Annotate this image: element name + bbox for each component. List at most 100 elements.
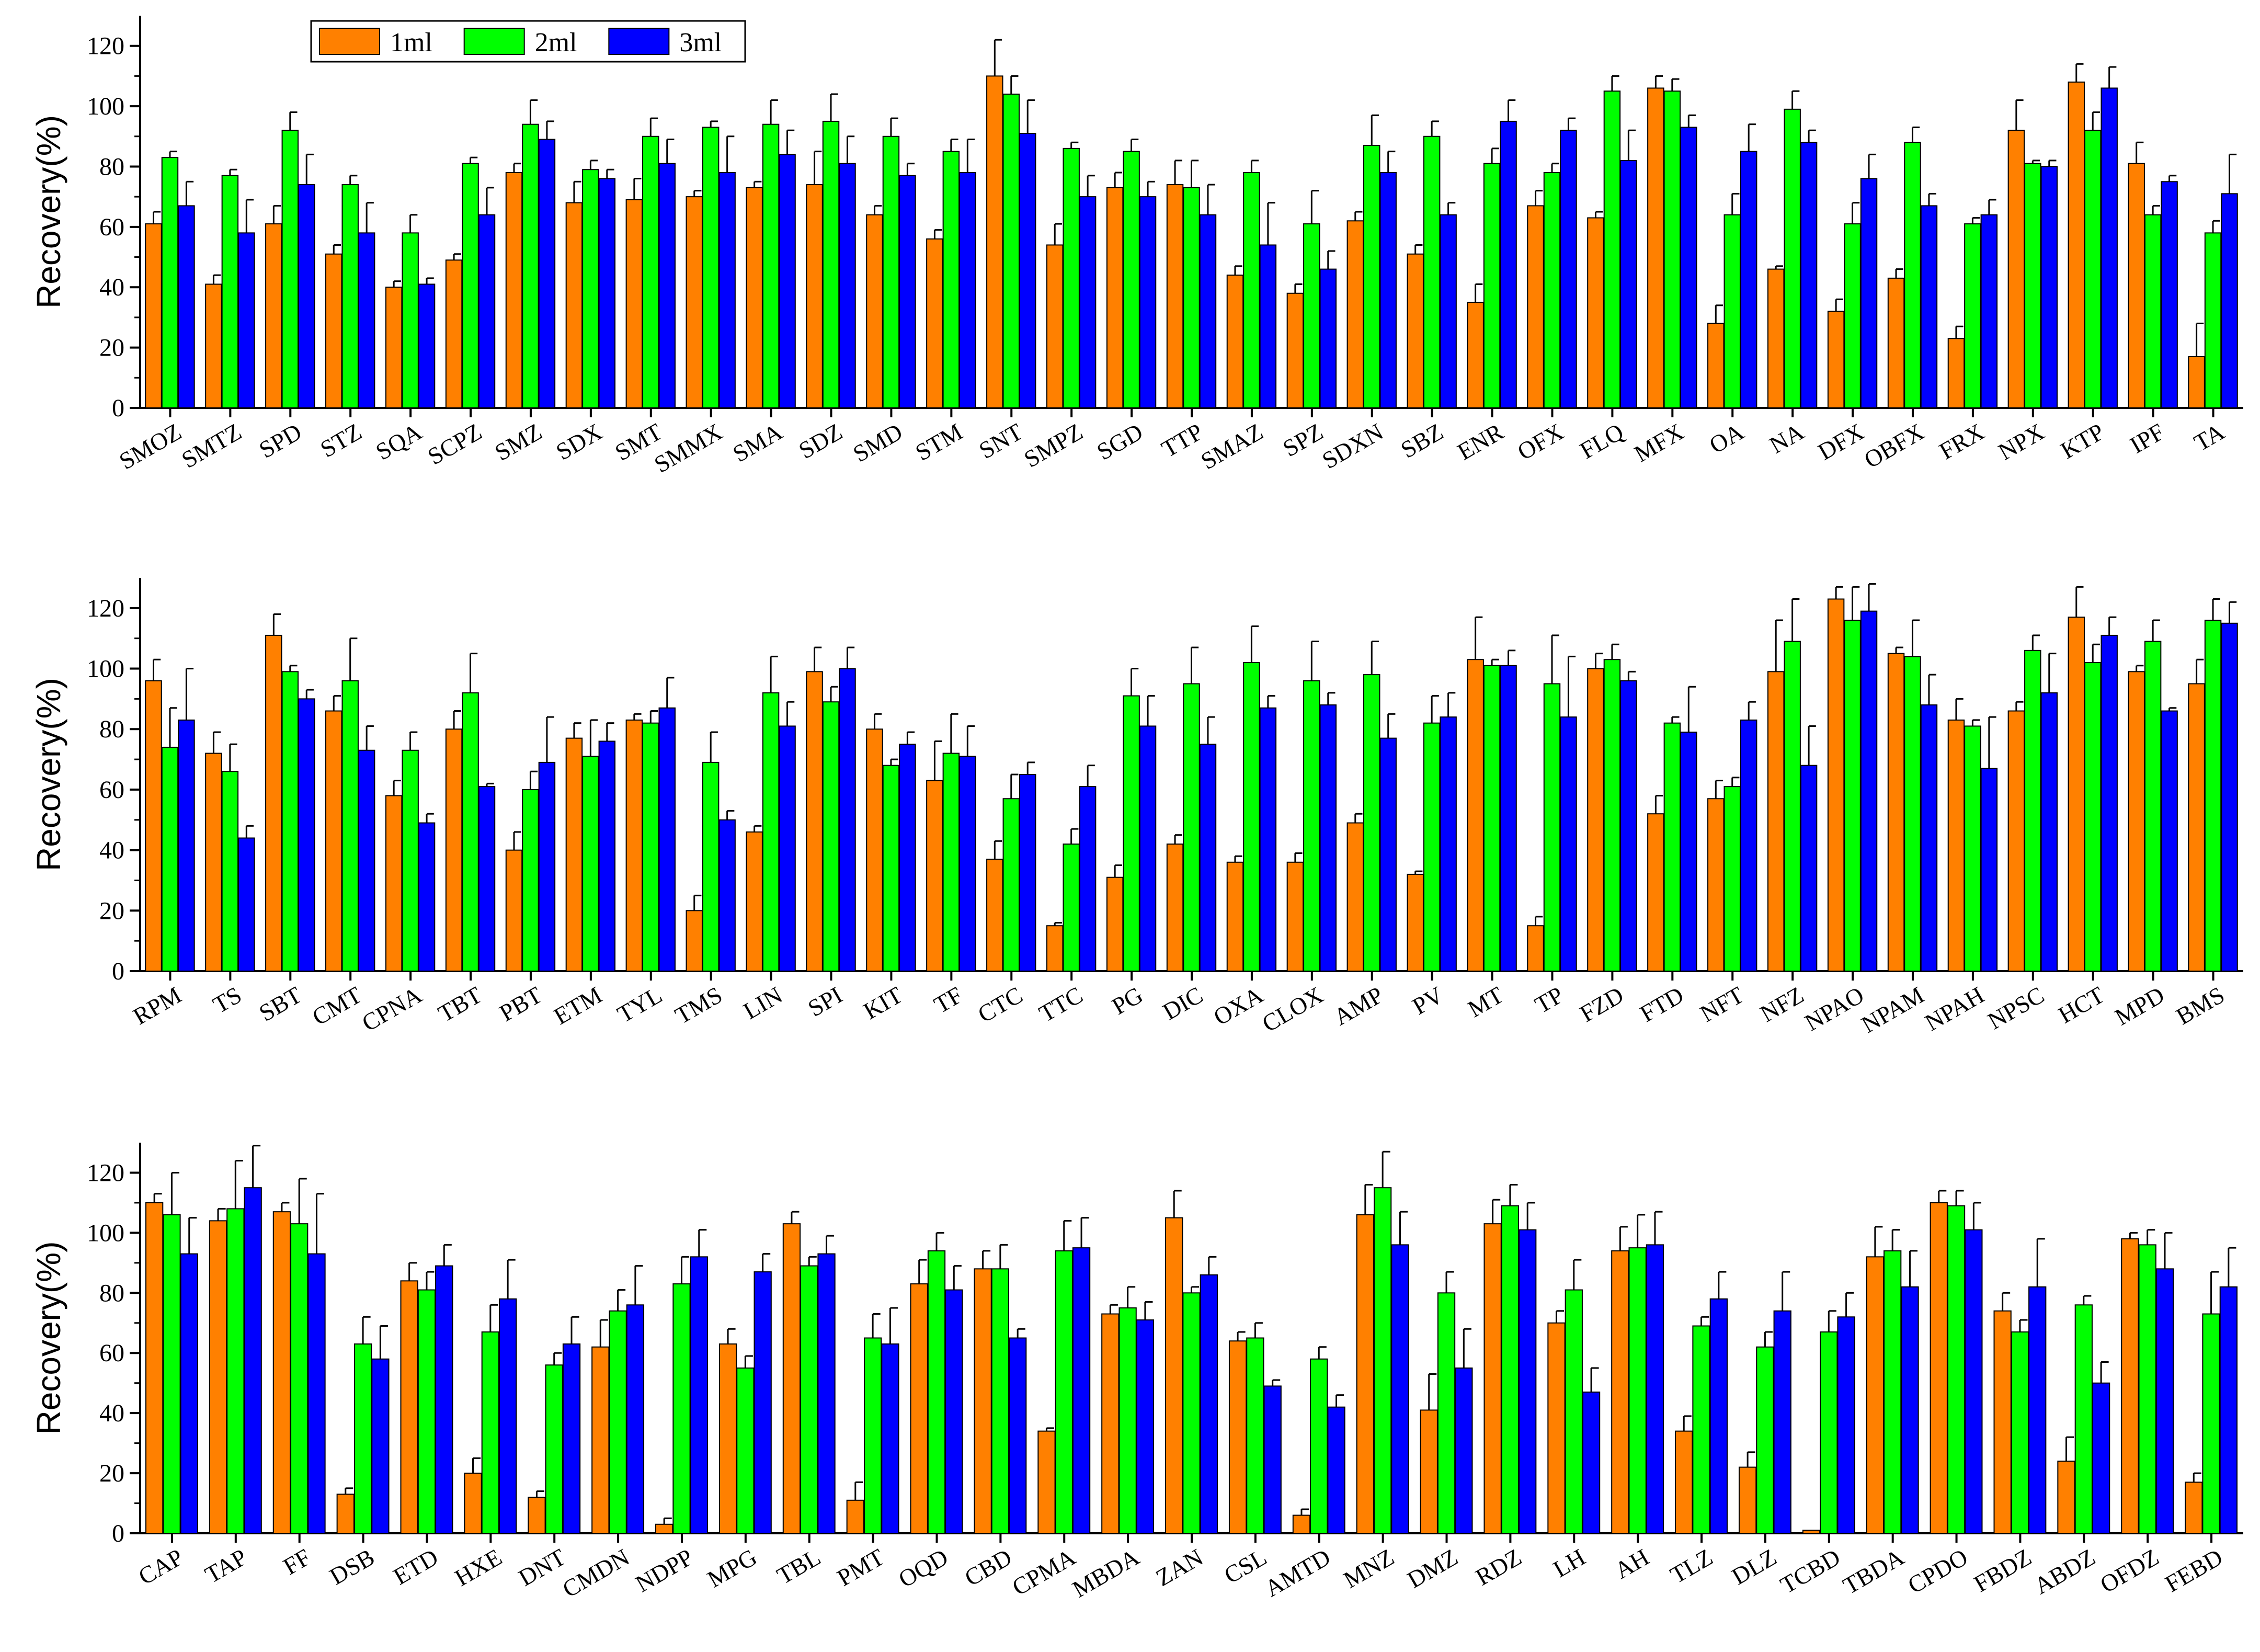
- y-tick-label: 0: [112, 1520, 124, 1547]
- x-tick-label: SNT: [974, 418, 1027, 464]
- bar-2ml: [163, 1214, 181, 1534]
- bar-2ml: [281, 130, 299, 408]
- bar-2ml: [462, 163, 479, 408]
- bar-2ml: [221, 175, 239, 408]
- bar-1ml: [1707, 798, 1725, 972]
- bar-3ml: [1620, 159, 1637, 408]
- y-tick-label: 120: [87, 595, 124, 622]
- bar-2ml: [1423, 135, 1441, 408]
- bar-3ml: [2040, 166, 2058, 408]
- bar-3ml: [435, 1265, 453, 1534]
- x-tick-label: CMDN: [558, 1543, 634, 1602]
- bar-1ml: [505, 172, 523, 408]
- bar-1ml: [1947, 719, 1965, 972]
- x-tick-label: PG: [1108, 981, 1147, 1020]
- bar-2ml: [1063, 844, 1080, 972]
- x-tick-label: MPG: [703, 1543, 761, 1592]
- bar-3ml: [1263, 1385, 1282, 1534]
- x-tick-label: DFX: [1813, 418, 1868, 465]
- bar-3ml: [1440, 716, 1457, 972]
- bar-1ml: [336, 1494, 355, 1534]
- bar-1ml: [325, 710, 343, 972]
- x-tick-label: NPAH: [1921, 981, 1989, 1036]
- bar-2ml: [942, 753, 960, 972]
- bar-3ml: [839, 668, 856, 972]
- bar-1ml: [1647, 813, 1664, 972]
- bar-2ml: [1363, 674, 1380, 972]
- bar-2ml: [481, 1331, 499, 1534]
- bar-2ml: [1246, 1337, 1264, 1534]
- bar-3ml: [178, 719, 195, 972]
- bar-3ml: [817, 1253, 836, 1534]
- x-tick-label: ENR: [1453, 418, 1508, 465]
- x-tick-label: HXE: [450, 1543, 506, 1591]
- x-tick-label: LIN: [739, 981, 787, 1024]
- bar-1ml: [1887, 653, 1905, 972]
- x-tick-label: NPAM: [1857, 981, 1928, 1038]
- bar-1ml: [866, 214, 883, 408]
- bar-1ml: [718, 1343, 737, 1534]
- bar-3ml: [718, 172, 736, 408]
- x-tick-label: NPSC: [1983, 981, 2049, 1034]
- bar-3ml: [498, 1298, 517, 1534]
- bar-3ml: [1773, 1310, 1791, 1534]
- bar-1ml: [1647, 87, 1664, 408]
- bar-3ml: [478, 786, 496, 972]
- bar-3ml: [371, 1358, 390, 1534]
- bar-3ml: [1620, 680, 1637, 972]
- bar-2ml: [1123, 695, 1140, 972]
- bar-1ml: [1611, 1250, 1629, 1534]
- bar-1ml: [1767, 671, 1785, 972]
- bar-3ml: [1500, 120, 1517, 408]
- bar-1ml: [2007, 710, 2025, 972]
- x-tick-label: SMA: [728, 418, 787, 467]
- x-tick-label: IPF: [2126, 418, 2169, 458]
- bar-2ml: [582, 756, 599, 972]
- x-tick-label: STZ: [316, 418, 366, 462]
- y-tick-label: 120: [87, 1159, 124, 1187]
- bar-1ml: [1993, 1310, 2012, 1534]
- bar-1ml: [528, 1497, 546, 1534]
- bar-2ml: [2024, 650, 2041, 972]
- x-tick-label: FTD: [1636, 981, 1688, 1027]
- bar-3ml: [1800, 765, 1818, 972]
- bar-1ml: [1046, 925, 1064, 972]
- x-tick-label: SCPZ: [423, 418, 486, 470]
- x-tick-label: OQD: [894, 1543, 953, 1592]
- bar-3ml: [899, 744, 916, 972]
- bar-3ml: [2101, 634, 2118, 972]
- bar-2ml: [882, 765, 900, 972]
- bar-1ml: [1675, 1430, 1693, 1534]
- bar-3ml: [1379, 172, 1397, 408]
- y-tick-label: 100: [87, 93, 124, 120]
- x-tick-label: SMD: [849, 418, 907, 467]
- bar-2ml: [2144, 214, 2162, 408]
- bar-3ml: [1391, 1244, 1409, 1534]
- bar-2ml: [1947, 1205, 1966, 1534]
- bar-2ml: [882, 135, 900, 408]
- bar-1ml: [1930, 1202, 1948, 1534]
- bar-1ml: [806, 184, 823, 408]
- bar-3ml: [2028, 1286, 2047, 1534]
- y-tick-label: 20: [99, 897, 124, 925]
- x-tick-label: AH: [1610, 1543, 1653, 1583]
- bar-2ml: [1002, 798, 1020, 972]
- bar-3ml: [2040, 692, 2058, 972]
- bar-2ml: [1182, 1292, 1201, 1534]
- x-tick-label: RPM: [129, 981, 186, 1030]
- bar-3ml: [881, 1343, 899, 1534]
- bar-1ml: [2188, 356, 2205, 409]
- bar-3ml: [2219, 1286, 2238, 1534]
- bar-2ml: [2011, 1331, 2029, 1534]
- y-tick-label: 20: [99, 334, 124, 362]
- bar-3ml: [1680, 127, 1697, 408]
- x-tick-label: OA: [1705, 418, 1748, 458]
- bar-1ml: [145, 223, 162, 408]
- bar-1ml: [1166, 844, 1184, 972]
- x-tick-label: TYL: [613, 981, 667, 1028]
- bar-1ml: [1587, 668, 1604, 972]
- x-tick-label: TBL: [772, 1543, 825, 1589]
- x-tick-label: STM: [911, 418, 967, 465]
- bar-1ml: [1483, 1223, 1502, 1534]
